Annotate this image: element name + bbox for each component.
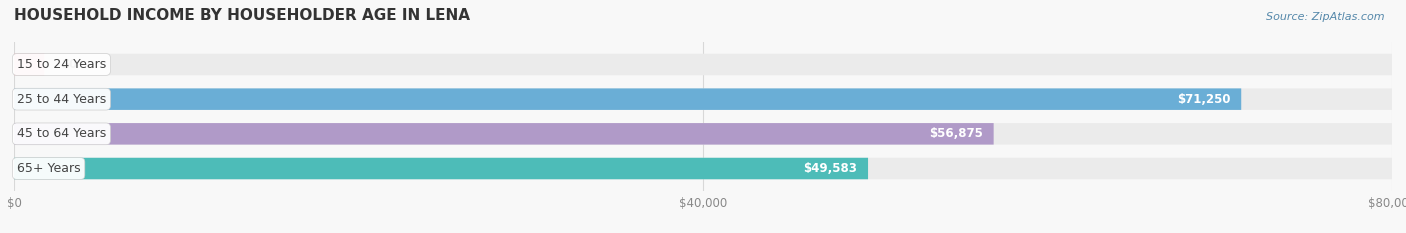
FancyBboxPatch shape	[14, 123, 994, 145]
FancyBboxPatch shape	[14, 158, 1392, 179]
Text: Source: ZipAtlas.com: Source: ZipAtlas.com	[1267, 12, 1385, 22]
FancyBboxPatch shape	[14, 88, 1241, 110]
FancyBboxPatch shape	[14, 123, 1392, 145]
Text: $71,250: $71,250	[1177, 93, 1230, 106]
Text: $0: $0	[60, 58, 77, 71]
Text: $49,583: $49,583	[803, 162, 858, 175]
FancyBboxPatch shape	[14, 54, 45, 75]
FancyBboxPatch shape	[14, 88, 1392, 110]
Text: 15 to 24 Years: 15 to 24 Years	[17, 58, 105, 71]
FancyBboxPatch shape	[14, 54, 1392, 75]
Text: 65+ Years: 65+ Years	[17, 162, 80, 175]
Text: 45 to 64 Years: 45 to 64 Years	[17, 127, 105, 140]
Text: HOUSEHOLD INCOME BY HOUSEHOLDER AGE IN LENA: HOUSEHOLD INCOME BY HOUSEHOLDER AGE IN L…	[14, 7, 470, 23]
Text: $56,875: $56,875	[929, 127, 983, 140]
Text: 25 to 44 Years: 25 to 44 Years	[17, 93, 105, 106]
FancyBboxPatch shape	[14, 158, 868, 179]
